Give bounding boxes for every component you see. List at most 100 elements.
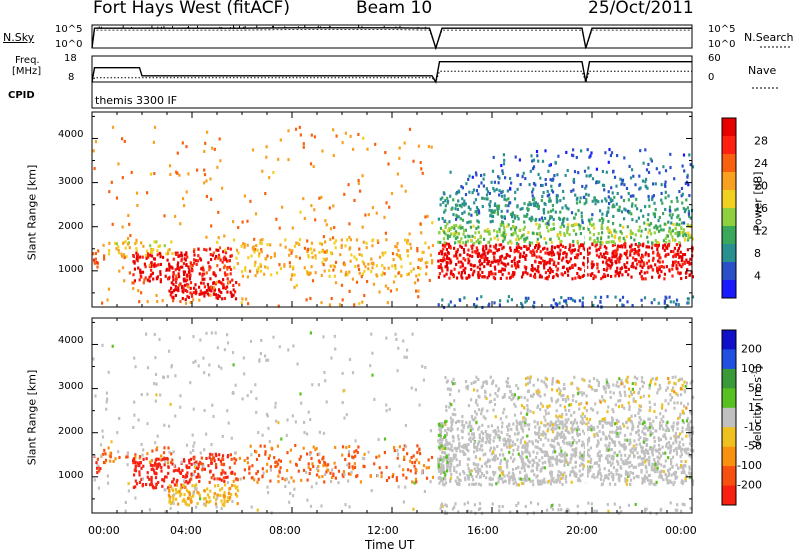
velocity-cell	[511, 440, 514, 444]
velocity-cell	[385, 409, 388, 413]
velocity-cell	[145, 457, 148, 461]
power-cell	[575, 253, 578, 257]
power-cell	[472, 224, 475, 228]
velocity-cell	[551, 444, 554, 448]
power-cell	[601, 216, 604, 220]
velocity-cell	[209, 489, 212, 493]
power-cell	[481, 275, 484, 279]
power-cell	[675, 264, 678, 268]
power-cell	[445, 242, 448, 246]
power-cell	[574, 212, 577, 216]
velocity-cell	[516, 438, 519, 442]
power-cell	[384, 151, 387, 155]
velocity-cell	[461, 423, 464, 427]
velocity-cell	[259, 444, 262, 448]
power-cell	[526, 272, 529, 276]
power-cell	[467, 248, 470, 252]
power-cell	[196, 259, 200, 263]
power-cell	[177, 272, 180, 276]
power-cell	[172, 299, 175, 303]
velocity-cell	[411, 332, 414, 336]
power-cell	[611, 205, 614, 209]
power-cell	[266, 266, 269, 270]
velocity-cell	[105, 407, 108, 411]
power-cell	[537, 270, 540, 274]
power-cell	[601, 169, 604, 173]
power-cell	[203, 294, 206, 298]
power-cell	[601, 275, 605, 279]
velocity-cell	[677, 444, 681, 448]
velocity-cell	[564, 477, 567, 481]
power-cell	[563, 251, 566, 255]
power-cell	[232, 220, 235, 224]
power-cell	[601, 231, 604, 235]
power-cell	[582, 226, 585, 230]
velocity-cell	[551, 463, 554, 467]
velocity-cell	[188, 458, 191, 462]
velocity-cell	[564, 422, 567, 426]
velocity-cell	[185, 488, 188, 492]
power-cell	[132, 287, 135, 291]
power-cell	[607, 219, 610, 223]
velocity-cell	[526, 442, 529, 446]
power-cell	[284, 238, 287, 242]
power-cell	[489, 272, 492, 276]
power-cell	[420, 167, 423, 171]
velocity-cell	[579, 453, 582, 457]
velocity-cell	[294, 420, 297, 424]
velocity-cell	[660, 463, 663, 467]
velocity-cell	[480, 444, 483, 448]
velocity-cell	[284, 485, 287, 489]
velocity-cell	[481, 472, 484, 476]
velocity-cell	[253, 478, 256, 482]
velocity-cell	[160, 465, 163, 469]
power-cell	[691, 247, 694, 251]
velocity-cell	[469, 469, 472, 473]
power-cell	[596, 239, 600, 243]
velocity-cell	[549, 443, 552, 447]
velocity-cell	[187, 496, 190, 500]
velocity-cell	[466, 463, 469, 467]
velocity-cell	[666, 420, 669, 424]
power-cell	[389, 289, 393, 293]
power-cell	[232, 288, 235, 292]
velocity-cell	[306, 498, 309, 502]
power-cell	[509, 246, 512, 250]
velocity-cell	[416, 444, 419, 448]
velocity-cell	[547, 427, 550, 431]
power-cell	[656, 226, 659, 230]
velocity-cell	[220, 478, 223, 482]
velocity-cell	[156, 446, 159, 450]
power-cell	[189, 261, 192, 265]
power-cell	[664, 180, 667, 184]
power-cell	[461, 197, 464, 201]
power-cell	[462, 232, 465, 236]
power-cell	[244, 268, 247, 272]
velocity-cell	[533, 461, 536, 465]
power-cell	[546, 247, 549, 251]
power-cell	[416, 249, 419, 253]
power-cell	[510, 181, 513, 185]
velocity-cell	[616, 453, 619, 457]
power-cell	[277, 157, 280, 161]
power-cell	[446, 254, 449, 258]
velocity-cell	[462, 470, 465, 474]
velocity-cell	[648, 459, 651, 463]
velocity-cell	[191, 484, 194, 488]
power-cell	[660, 183, 663, 187]
velocity-cell	[628, 454, 631, 458]
power-cell	[536, 240, 539, 244]
velocity-cell	[573, 448, 576, 452]
velocity-cell	[220, 499, 223, 503]
power-cell	[187, 285, 190, 289]
power-cell	[126, 236, 130, 240]
power-cell	[594, 244, 597, 248]
power-cell	[572, 177, 575, 181]
power-cell	[201, 265, 204, 269]
power-cell	[662, 165, 665, 169]
velocity-cell	[655, 467, 658, 471]
power-cell	[660, 265, 663, 269]
velocity-cell	[672, 441, 675, 445]
velocity-cell	[686, 448, 689, 452]
velocity-cell	[322, 456, 325, 460]
